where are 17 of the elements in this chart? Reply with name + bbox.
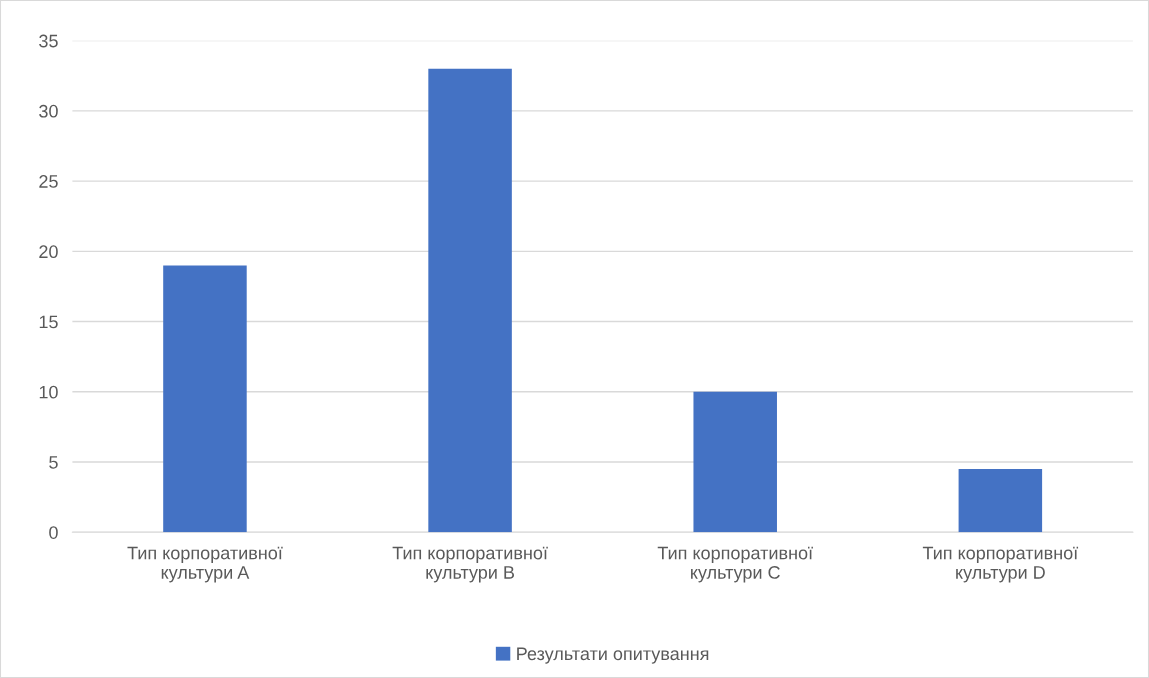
x-tick-label: Тип корпоративної культури D — [922, 546, 1079, 583]
bar — [958, 469, 1043, 533]
y-tick-label: 15 — [39, 315, 58, 329]
x-tick-label: Тип корпоративної культури A — [127, 546, 283, 583]
y-tick-label: 20 — [39, 245, 58, 259]
bar — [693, 391, 777, 533]
y-tick-label: 35 — [39, 34, 58, 48]
bar — [163, 265, 247, 533]
y-tick-label: 5 — [49, 456, 58, 469]
bar — [428, 68, 512, 533]
y-tick-label: 10 — [39, 385, 58, 399]
legend-label: Результати опитування — [517, 647, 709, 664]
x-tick-label: Тип корпоративної культури B — [392, 546, 548, 583]
x-tick-label: Тип корпоративної культури C — [657, 546, 813, 583]
y-tick-label: 30 — [39, 104, 58, 118]
y-tick-label: 0 — [49, 526, 58, 539]
y-tick-label: 25 — [39, 175, 58, 188]
